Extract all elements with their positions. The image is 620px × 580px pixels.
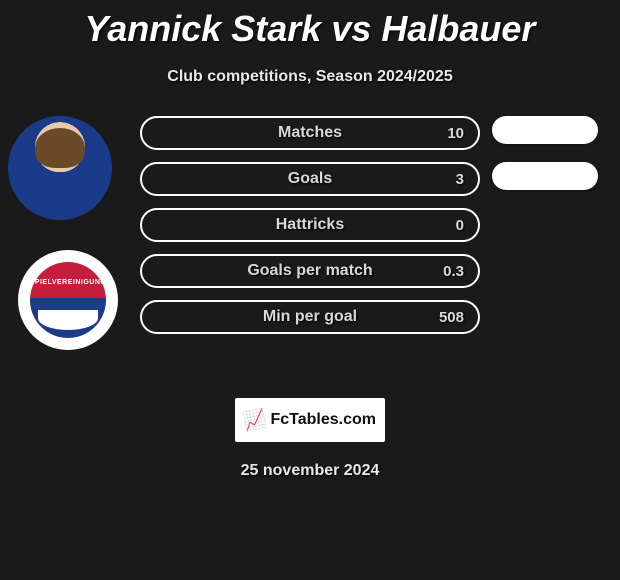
- stat-value: 0: [456, 217, 464, 234]
- club-logo-top-text: SPIELVEREINIGUNG: [30, 279, 107, 286]
- stat-label: Hattricks: [142, 216, 478, 234]
- stat-bar-min-per-goal: Min per goal 508: [140, 300, 480, 334]
- chart-icon: 📈: [242, 407, 268, 432]
- branding-text: FcTables.com: [270, 411, 376, 429]
- stat-value: 3: [456, 171, 464, 188]
- comparison-pill: [492, 116, 598, 144]
- stat-bar-matches: Matches 10: [140, 116, 480, 150]
- club-logo: SPIELVEREINIGUNG: [30, 262, 106, 338]
- fctables-branding: 📈 FcTables.com: [235, 398, 385, 442]
- stat-value: 508: [439, 309, 464, 326]
- stat-label: Matches: [142, 124, 478, 142]
- stat-bar-goals-per-match: Goals per match 0.3: [140, 254, 480, 288]
- date-label: 25 november 2024: [0, 462, 620, 480]
- stat-value: 10: [447, 125, 464, 142]
- stat-label: Goals: [142, 170, 478, 188]
- player-avatar: [8, 116, 112, 220]
- page-title: Yannick Stark vs Halbauer: [0, 0, 620, 50]
- right-pills-column: [492, 111, 602, 208]
- stat-label: Min per goal: [142, 308, 478, 326]
- stat-bar-hattricks: Hattricks 0: [140, 208, 480, 242]
- avatars-column: SPIELVEREINIGUNG: [8, 116, 120, 350]
- stat-label: Goals per match: [142, 262, 478, 280]
- stat-bars: Matches 10 Goals 3 Hattricks 0 Goals per…: [140, 116, 480, 346]
- subtitle: Club competitions, Season 2024/2025: [0, 68, 620, 86]
- comparison-pill: [492, 162, 598, 190]
- club-avatar: SPIELVEREINIGUNG: [18, 250, 118, 350]
- stat-value: 0.3: [443, 263, 464, 280]
- comparison-content: SPIELVEREINIGUNG Matches 10 Goals 3 Hatt…: [0, 116, 620, 376]
- stat-bar-goals: Goals 3: [140, 162, 480, 196]
